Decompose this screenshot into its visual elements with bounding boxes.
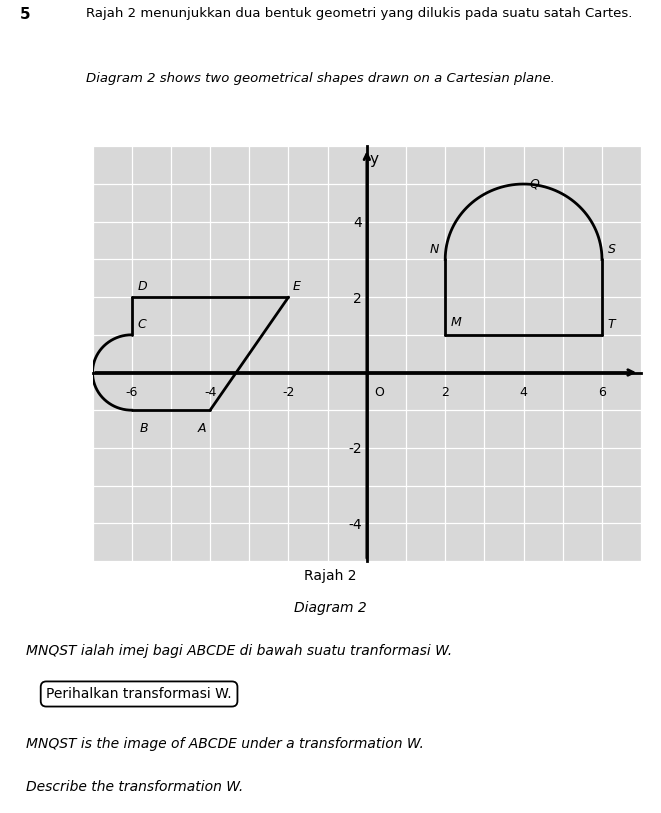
Text: 6: 6 — [598, 385, 606, 398]
Text: MNQST is the image of ABCDE under a transformation W.: MNQST is the image of ABCDE under a tran… — [26, 737, 424, 751]
Text: Diagram 2: Diagram 2 — [294, 602, 367, 615]
Text: S: S — [608, 242, 616, 255]
Text: O: O — [375, 385, 385, 398]
Text: N: N — [430, 242, 440, 255]
Text: Rajah 2 menunjukkan dua bentuk geometri yang dilukis pada suatu satah Cartes.: Rajah 2 menunjukkan dua bentuk geometri … — [86, 7, 633, 20]
Text: -2: -2 — [282, 385, 295, 398]
Text: C: C — [137, 318, 146, 331]
Text: Diagram 2 shows two geometrical shapes drawn on a Cartesian plane.: Diagram 2 shows two geometrical shapes d… — [86, 72, 555, 85]
Text: D: D — [137, 280, 147, 293]
Text: Describe the transformation W.: Describe the transformation W. — [26, 780, 244, 794]
Text: -4: -4 — [204, 385, 216, 398]
Text: 4: 4 — [520, 385, 527, 398]
Text: Rajah 2: Rajah 2 — [304, 568, 357, 583]
Text: y: y — [369, 152, 378, 167]
Text: M: M — [451, 316, 462, 329]
Text: MNQST ialah imej bagi ABCDE di bawah suatu tranformasi W.: MNQST ialah imej bagi ABCDE di bawah sua… — [26, 644, 453, 659]
Text: E: E — [292, 280, 300, 293]
Text: 2: 2 — [442, 385, 449, 398]
Text: B: B — [139, 421, 148, 434]
Text: Perihalkan transformasi W.: Perihalkan transformasi W. — [46, 687, 232, 701]
Text: -6: -6 — [126, 385, 138, 398]
Text: Q: Q — [529, 177, 539, 190]
Text: 5: 5 — [20, 7, 30, 22]
Text: T: T — [608, 318, 615, 331]
Text: A: A — [198, 421, 206, 434]
